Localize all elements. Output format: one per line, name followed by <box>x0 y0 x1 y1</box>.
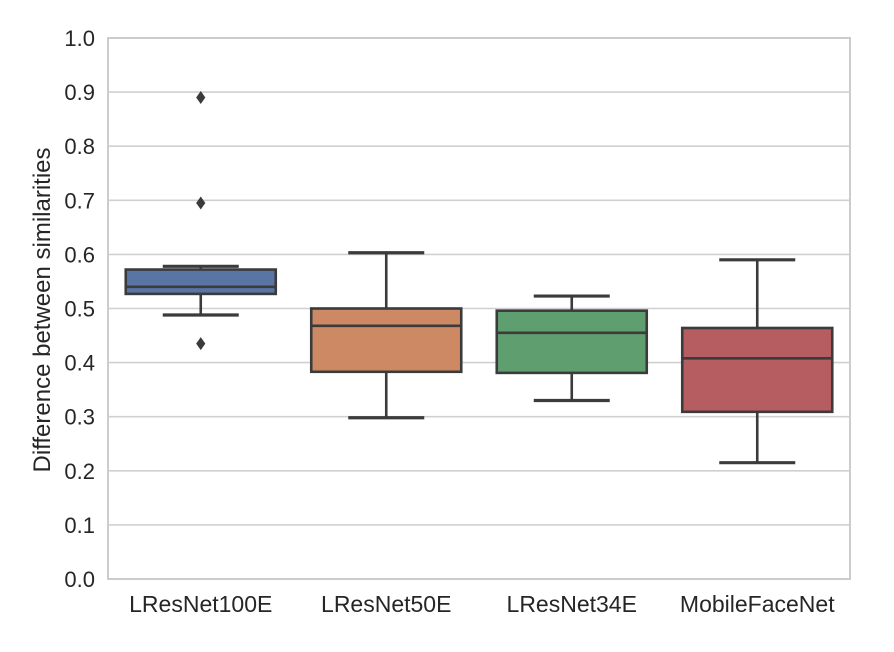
box-layer <box>124 91 834 465</box>
iqr-box <box>495 309 649 375</box>
box-group-LResNet34E <box>495 294 649 403</box>
outlier-diamond <box>196 91 206 105</box>
y-axis-label: Difference between similarities <box>29 147 56 472</box>
y-tick-label: 0.5 <box>64 297 95 322</box>
grid-layer <box>107 37 851 580</box>
x-category-label: LResNet34E <box>507 591 637 617</box>
label-layer: 0.0 0.1 0.2 0.3 0.4 0.5 0.6 0.7 0.8 0.9 1.0 LResNet… <box>64 26 835 617</box>
iqr-box <box>680 326 834 414</box>
y-tick-label: 0.3 <box>64 405 95 430</box>
y-tick-label: 0.9 <box>64 80 95 105</box>
y-tick-label: 0.7 <box>64 188 95 213</box>
iqr-box <box>124 268 278 296</box>
y-tick-label: 0.6 <box>64 242 95 267</box>
y-tick-label: 0.0 <box>64 567 95 592</box>
y-tick-label: 0.2 <box>64 459 95 484</box>
box-group-LResNet100E <box>124 91 278 351</box>
iqr-box <box>309 307 463 374</box>
outlier-diamond <box>196 196 206 210</box>
y-tick-label: 1.0 <box>64 26 95 51</box>
x-category-label: MobileFaceNet <box>680 591 835 617</box>
y-tick-label: 0.8 <box>64 134 95 159</box>
x-category-label: LResNet50E <box>321 591 451 617</box>
y-tick-label: 0.1 <box>64 513 95 538</box>
y-tick-label: 0.4 <box>64 351 95 376</box>
x-category-label: LResNet100E <box>129 591 272 617</box>
outlier-diamond <box>196 337 206 351</box>
box-group-LResNet50E <box>309 251 463 420</box>
box-group-MobileFaceNet <box>680 258 834 465</box>
plot-border <box>107 37 851 580</box>
